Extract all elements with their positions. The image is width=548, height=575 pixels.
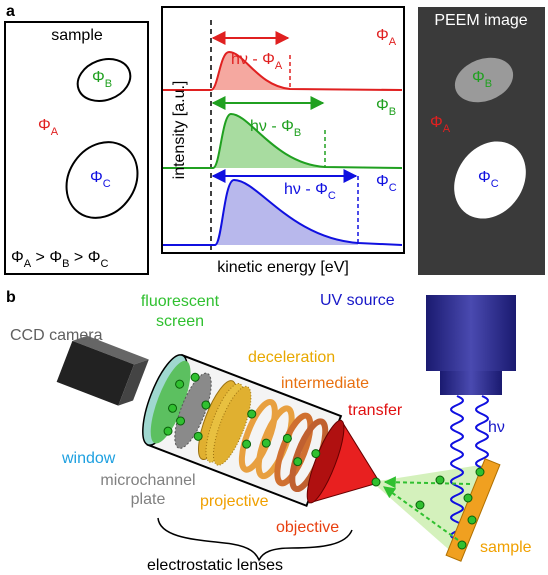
label-subscript: A [389,36,397,48]
label-subscript: B [62,258,69,270]
label-text: Φ [92,69,105,86]
label-text: Φ [376,27,389,44]
label-text: Φ [376,173,389,190]
label-subscript: B [105,78,112,90]
label-text: hν - Φ [284,181,328,198]
label-text: Φ [430,114,443,131]
label-text: hν - Φ [231,51,275,68]
label-text: Φ [478,169,491,186]
sample-title: sample [51,27,103,44]
mcp-label: plate [131,491,166,508]
label-text: Φ [90,169,103,186]
label-subscript: B [485,78,492,90]
figure: a sample ΦB ΦA ΦC ΦA > ΦB > ΦC hν - ΦA Φ… [0,0,548,575]
transfer-label: transfer [348,402,403,419]
label-text: Φ [376,97,389,114]
label-subscript: A [275,60,283,72]
deceleration-label: deceleration [248,349,335,366]
screen-label: fluorescent [141,293,220,310]
sample-label: sample [480,539,532,556]
peem-box [418,7,545,275]
y-axis-label: intensity [a.u.] [171,81,188,180]
label-text: > Φ [69,249,100,266]
label-subscript: A [51,126,59,138]
page: a sample ΦB ΦA ΦC ΦA > ΦB > ΦC hν - ΦA Φ… [0,0,548,575]
objective-label: objective [276,519,339,536]
mcp-label: microchannel [100,472,195,489]
window-label: window [61,450,116,467]
ccd-label: CCD camera [10,327,103,344]
label-subscript: C [491,178,499,190]
panel-label: a [6,3,15,20]
label-text: > Φ [31,249,62,266]
lens-group-label: electrostatic lenses [147,557,283,574]
uv-nozzle [440,371,502,395]
uv-lamp [426,295,516,371]
label-subscript: B [389,106,396,118]
label-subscript: C [328,190,336,202]
label-subscript: B [294,127,301,139]
label-subscript: C [100,258,108,270]
photon-label: hν [488,419,505,436]
label-text: Φ [472,69,485,86]
screen-label: screen [156,313,204,330]
label-subscript: A [443,123,451,135]
panel-label: b [6,289,16,306]
uv-label: UV source [320,292,395,309]
label-text: Φ [11,249,24,266]
label-subscript: C [389,182,397,194]
label-text: hν - Φ [250,118,294,135]
x-axis-label: kinetic energy [eV] [217,259,349,276]
label-text: Φ [38,117,51,134]
projective-label: projective [200,493,269,510]
peem-title: PEEM image [434,12,527,29]
intermediate-label: intermediate [281,375,369,392]
label-subscript: C [103,178,111,190]
